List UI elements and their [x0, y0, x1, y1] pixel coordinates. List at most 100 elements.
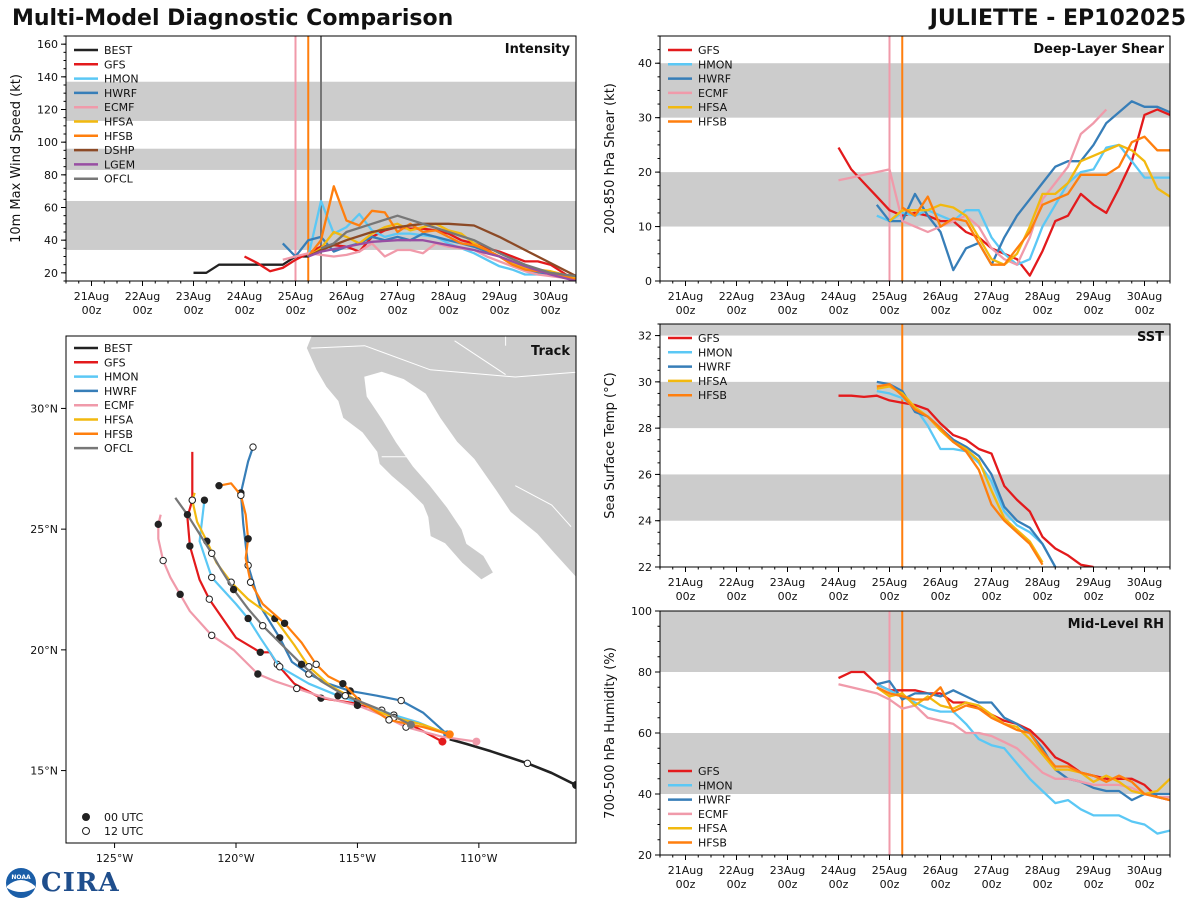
track-line-ofcl [174, 497, 412, 726]
track-start-marker [572, 781, 576, 790]
lat-tick-label: 20°N [30, 644, 58, 657]
track-marker-00utc [215, 481, 223, 490]
shaded-band [660, 611, 1170, 672]
x-tick-label: 25Aug [278, 290, 313, 303]
series-line-ecmf [838, 108, 1108, 266]
x-tick-sublabel: 00z [931, 878, 951, 891]
x-tick-label: 29Aug [482, 290, 517, 303]
x-tick-sublabel: 00z [133, 304, 153, 317]
legend-label: HMON [698, 58, 733, 71]
x-tick-label: 25Aug [872, 290, 907, 303]
track-marker-00utc [176, 590, 184, 599]
panel-title: Track [531, 344, 570, 359]
lon-tick-label: 120°W [217, 852, 254, 865]
track-marker-12utc [208, 631, 216, 640]
legend-label: BEST [104, 44, 132, 57]
panel-title: SST [1137, 330, 1164, 345]
y-axis-label: 700-500 hPa Humidity (%) [603, 647, 618, 819]
marker-legend-label: 12 UTC [104, 825, 144, 838]
legend-label: HFSB [698, 837, 727, 850]
x-tick-label: 22Aug [719, 864, 754, 877]
lon-tick-label: 110°W [460, 852, 497, 865]
x-tick-sublabel: 00z [982, 878, 1002, 891]
x-tick-sublabel: 00z [676, 304, 696, 317]
track-marker-00utc [200, 496, 209, 504]
track-line-best [449, 737, 576, 787]
x-tick-sublabel: 00z [931, 304, 951, 317]
x-tick-label: 23Aug [176, 290, 211, 303]
legend-marker-00utc [82, 813, 90, 821]
track-marker-00utc [280, 619, 289, 627]
y-tick-label: 26 [638, 468, 652, 481]
legend-label: DSHP [104, 144, 135, 157]
track-marker-12utc [246, 578, 255, 586]
x-tick-label: 29Aug [1076, 576, 1111, 589]
legend-label: HMON [104, 73, 139, 86]
x-tick-label: 27Aug [974, 290, 1009, 303]
x-tick-sublabel: 00z [490, 304, 510, 317]
panel-title: Intensity [505, 42, 571, 57]
x-tick-label: 24Aug [821, 290, 856, 303]
legend-label: HFSB [104, 130, 133, 143]
x-tick-label: 28Aug [1025, 290, 1060, 303]
x-tick-label: 27Aug [974, 576, 1009, 589]
y-tick-label: 30 [638, 376, 652, 389]
x-tick-label: 27Aug [974, 864, 1009, 877]
x-tick-label: 24Aug [821, 576, 856, 589]
track-marker-12utc [397, 696, 405, 705]
y-tick-label: 160 [37, 38, 58, 51]
x-tick-label: 26Aug [923, 864, 958, 877]
noaa-logo-icon: NOAA [6, 868, 36, 898]
x-tick-label: 23Aug [770, 864, 805, 877]
x-tick-label: 30Aug [1127, 864, 1162, 877]
shaded-band [660, 324, 1170, 336]
lon-tick-label: 125°W [96, 852, 133, 865]
x-tick-sublabel: 00z [982, 590, 1002, 603]
x-tick-sublabel: 00z [829, 590, 849, 603]
y-tick-label: 32 [638, 330, 652, 343]
marker-legend-label: 00 UTC [104, 811, 144, 824]
x-tick-sublabel: 00z [829, 878, 849, 891]
series-line-hfsb [901, 135, 1170, 266]
track-marker-12utc [385, 716, 393, 724]
x-tick-sublabel: 00z [1084, 878, 1104, 891]
legend-label: GFS [698, 765, 720, 778]
x-tick-label: 30Aug [1127, 290, 1162, 303]
series-line-dshp [307, 222, 576, 278]
series-line-hmon [876, 683, 1170, 835]
legend-label: GFS [698, 44, 720, 57]
x-tick-label: 29Aug [1076, 864, 1111, 877]
y-axis-label: 10m Max Wind Speed (kt) [9, 74, 24, 243]
track-marker-12utc [237, 491, 245, 500]
x-tick-sublabel: 00z [676, 590, 696, 603]
y-tick-label: 80 [44, 169, 58, 182]
x-tick-label: 27Aug [380, 290, 415, 303]
legend-marker-12utc [82, 827, 90, 835]
x-tick-sublabel: 00z [1135, 590, 1155, 603]
x-tick-label: 28Aug [1025, 576, 1060, 589]
track-marker-00utc [186, 542, 194, 550]
x-tick-sublabel: 00z [541, 304, 561, 317]
legend-label: HFSA [698, 101, 728, 114]
legend-label: GFS [104, 58, 126, 71]
track-marker-12utc [293, 684, 301, 693]
shaded-band [660, 63, 1170, 118]
track-marker-12utc [259, 622, 267, 630]
x-tick-sublabel: 00z [676, 878, 696, 891]
legend-label: ECMF [104, 399, 134, 412]
x-tick-label: 28Aug [1025, 864, 1060, 877]
storm-id-title: JULIETTE - EP102025 [929, 6, 1186, 31]
track-marker-00utc [254, 670, 262, 678]
y-tick-label: 40 [638, 788, 652, 801]
series-line-best [193, 247, 322, 274]
track-marker-12utc [205, 595, 213, 603]
x-tick-label: 23Aug [770, 576, 805, 589]
track-marker-00utc [183, 510, 192, 519]
series-line-hfsb [307, 185, 576, 281]
x-tick-label: 22Aug [125, 290, 160, 303]
track-line-hfsa [191, 492, 451, 736]
legend-label: HMON [104, 371, 139, 384]
legend-label: BEST [104, 342, 132, 355]
legend-label: HWRF [698, 361, 731, 374]
